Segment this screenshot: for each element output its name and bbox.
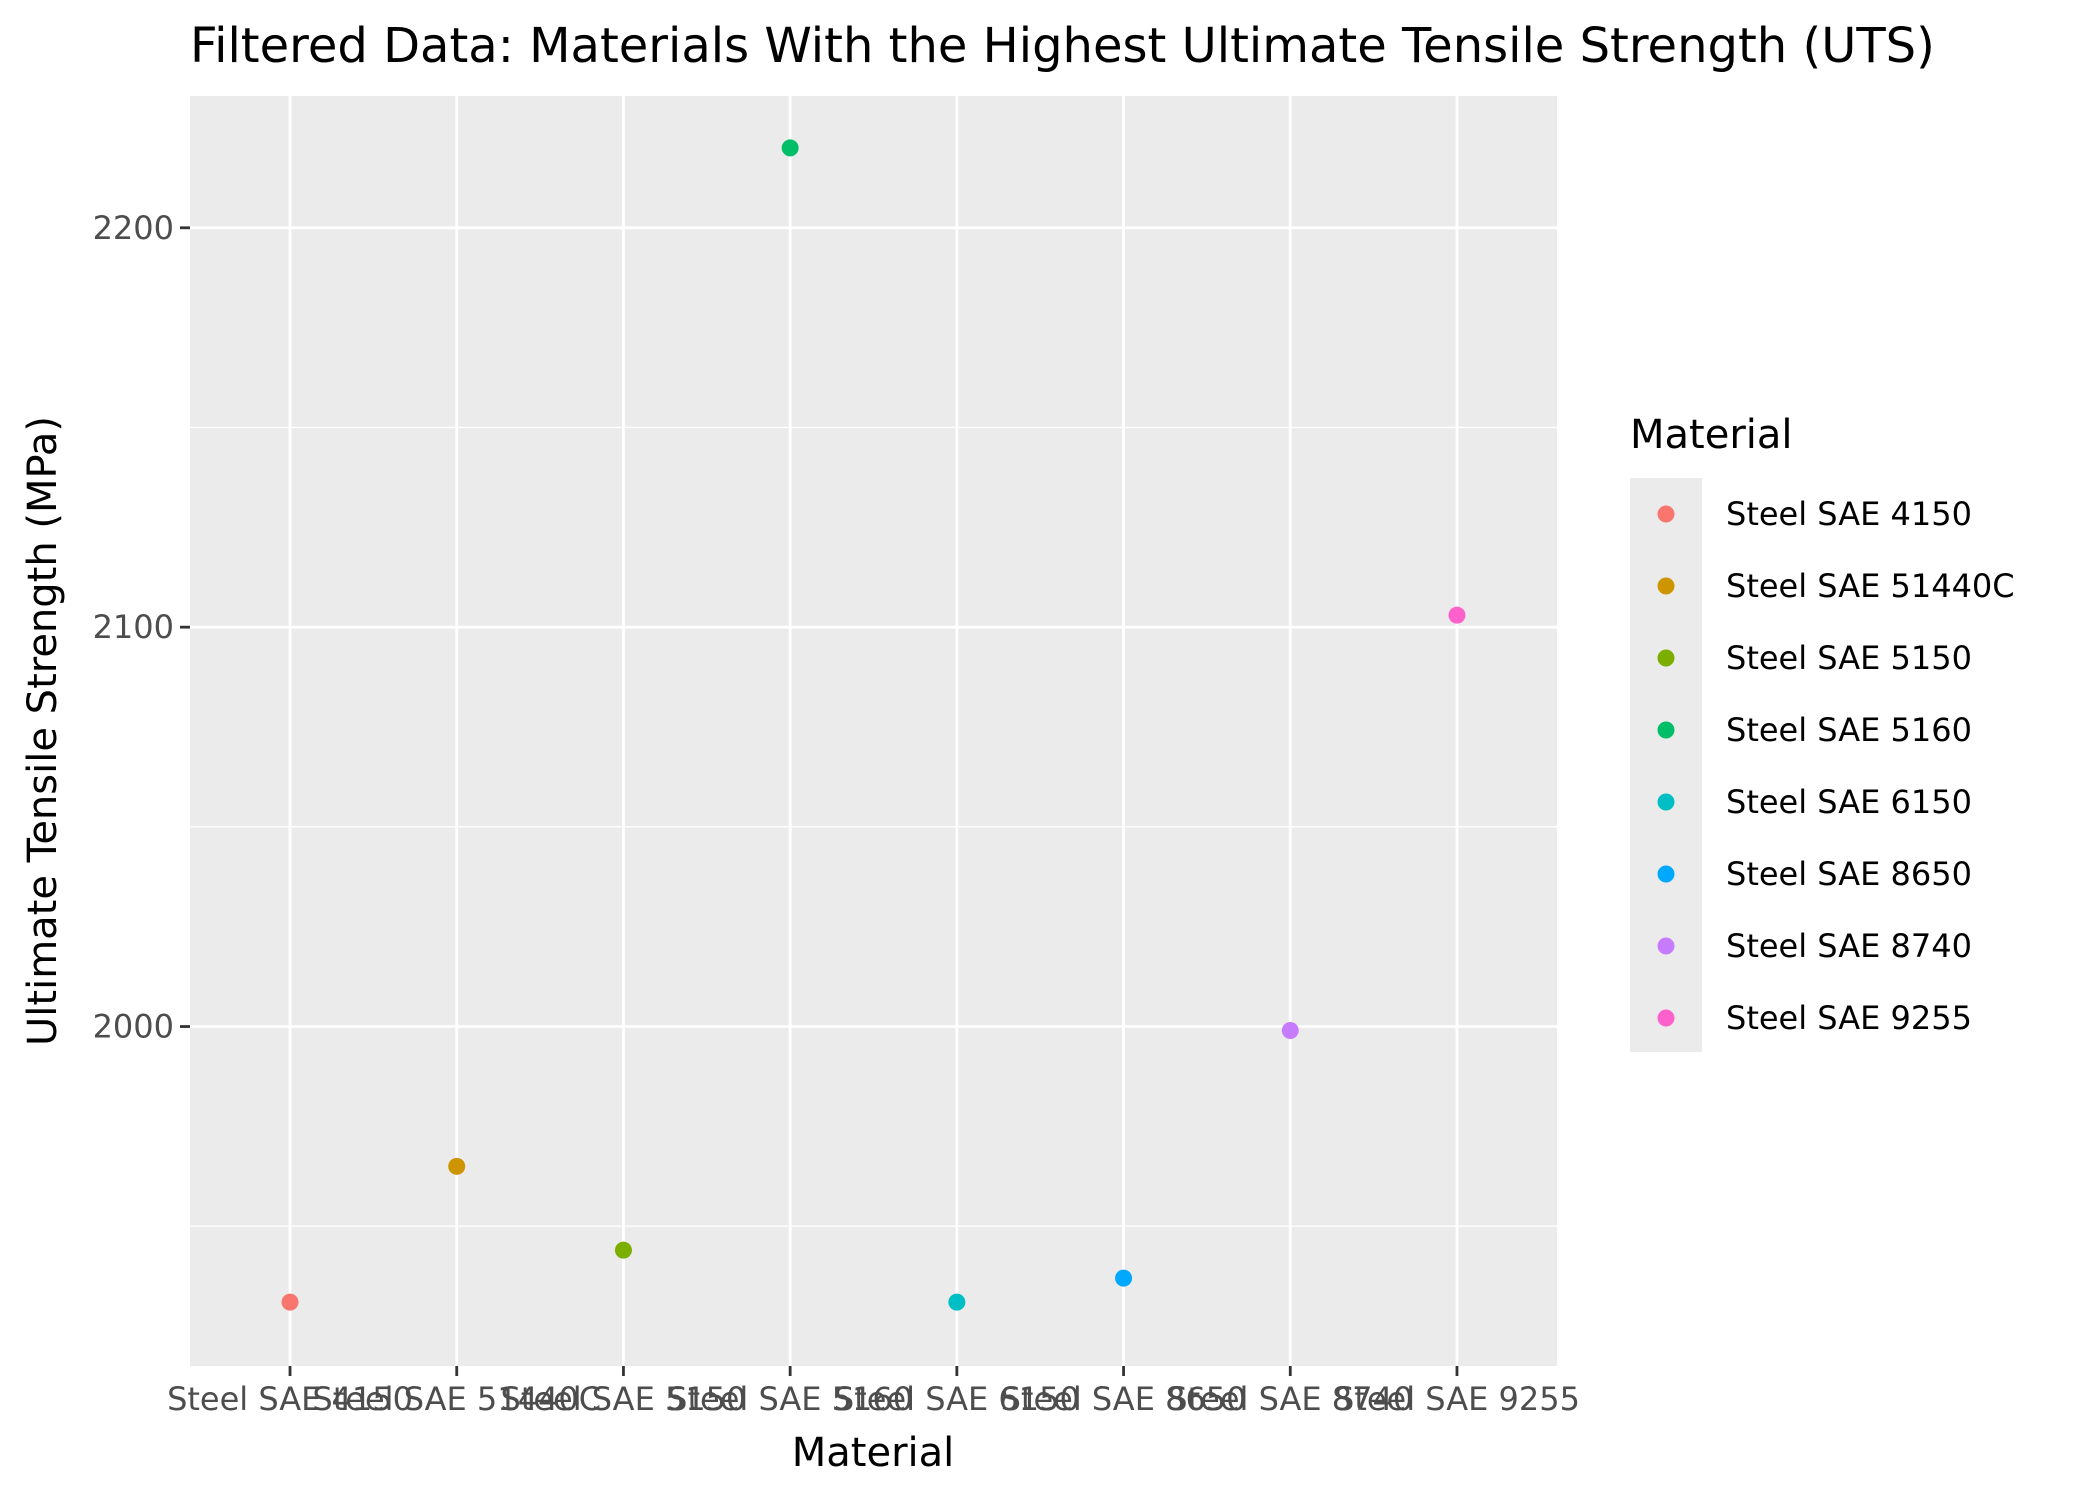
legend-title: Material xyxy=(1630,412,1793,458)
data-point xyxy=(614,1241,632,1259)
legend-key xyxy=(1657,937,1675,955)
legend-label: Steel SAE 5160 xyxy=(1726,711,1972,749)
x-tick-label: Steel SAE 8740 xyxy=(1167,1380,1413,1418)
legend-label: Steel SAE 8740 xyxy=(1726,927,1972,965)
legend-label: Steel SAE 51440C xyxy=(1726,567,2015,605)
y-axis-title: Ultimate Tensile Strength (MPa) xyxy=(20,416,66,1046)
data-point xyxy=(781,139,799,157)
legend-label: Steel SAE 9255 xyxy=(1726,999,1972,1037)
legend-label: Steel SAE 8650 xyxy=(1726,855,1972,893)
chart-title: Filtered Data: Materials With the Highes… xyxy=(190,18,1935,74)
legend-label: Steel SAE 6150 xyxy=(1726,783,1972,821)
y-axis: 2000 2100 2200 xyxy=(93,209,190,1046)
data-point xyxy=(281,1293,299,1311)
legend-label: Steel SAE 5150 xyxy=(1726,639,1972,677)
legend-key xyxy=(1657,793,1675,811)
y-tick-label: 2200 xyxy=(93,209,174,247)
plot-panel xyxy=(190,96,1557,1366)
legend-key xyxy=(1657,649,1675,667)
x-tick-label: Steel SAE 9255 xyxy=(1334,1380,1580,1418)
y-tick-label: 2000 xyxy=(93,1008,174,1046)
x-axis-title: Material xyxy=(792,1430,955,1476)
y-tick-label: 2100 xyxy=(93,608,174,646)
legend-key xyxy=(1657,577,1675,595)
legend-key xyxy=(1657,865,1675,883)
legend-key-background xyxy=(1630,478,1702,1052)
legend-label: Steel SAE 4150 xyxy=(1726,495,1972,533)
x-tick-label: Steel SAE 4150 xyxy=(167,1380,413,1418)
x-tick-label: Steel SAE 8650 xyxy=(1001,1380,1247,1418)
x-tick-label: Steel SAE 6150 xyxy=(834,1380,1080,1418)
legend-key xyxy=(1657,1009,1675,1027)
data-point xyxy=(948,1293,966,1311)
major-gridlines xyxy=(190,96,1557,1366)
minor-gridlines xyxy=(190,426,1557,1227)
data-point xyxy=(1448,606,1466,624)
data-point xyxy=(1115,1269,1133,1287)
x-tick-label: Steel SAE 5150 xyxy=(500,1380,746,1418)
x-tick-label: Steel SAE 5160 xyxy=(667,1380,913,1418)
x-tick-label: Steel SAE 51440C xyxy=(312,1380,601,1418)
legend-key xyxy=(1657,721,1675,739)
data-point xyxy=(1281,1022,1299,1040)
data-points xyxy=(281,139,1466,1311)
legend-key xyxy=(1657,505,1675,523)
legend-items: Steel SAE 4150 Steel SAE 51440C Steel SAE … xyxy=(1657,495,2015,1037)
data-point xyxy=(448,1157,466,1175)
